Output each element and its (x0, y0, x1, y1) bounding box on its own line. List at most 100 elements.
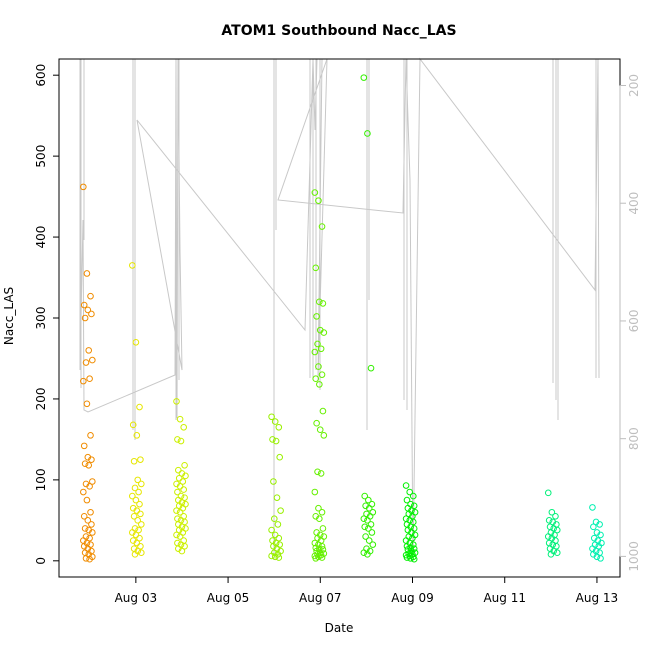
data-point (181, 542, 188, 550)
data-point (87, 432, 94, 439)
data-point (311, 488, 319, 496)
data-point (136, 500, 143, 508)
data-point (313, 313, 320, 320)
data-point (368, 500, 376, 508)
data-point (316, 426, 324, 433)
data-point (85, 462, 93, 469)
data-point (136, 403, 143, 411)
data-point (134, 517, 142, 524)
data-point (315, 197, 322, 204)
data-point (275, 534, 283, 542)
data-point (409, 534, 416, 542)
data-point (548, 508, 556, 516)
data-point (318, 371, 326, 378)
chart-title: ATOM1 Southbound Nacc_LAS (221, 23, 456, 39)
data-point (403, 496, 411, 504)
data-point (173, 507, 180, 514)
axes: 0 100 200 300 400 500 600 Aug 03 Aug 05 Aug 07 Aug… (34, 58, 641, 605)
data-point (180, 512, 187, 520)
data-point (313, 419, 320, 427)
data-point (314, 340, 321, 348)
data-point (133, 432, 141, 439)
data-point (180, 486, 187, 493)
right-tick-label: 400 (627, 192, 641, 215)
data-point (318, 223, 326, 230)
data-point (271, 531, 279, 539)
data-point (86, 375, 93, 383)
data-point (82, 359, 90, 366)
data-point (596, 521, 603, 528)
data-point (315, 504, 322, 512)
data-point (81, 525, 89, 532)
data-point (89, 478, 96, 485)
data-point (317, 470, 325, 477)
y-tick-label: 300 (34, 307, 48, 330)
data-point (180, 423, 187, 431)
data-point (86, 555, 93, 563)
data-point (134, 476, 142, 484)
data-point (407, 555, 414, 562)
plot-frame (58, 58, 621, 578)
data-point (368, 529, 376, 536)
data-point (82, 555, 90, 562)
data-point (317, 345, 325, 353)
data-point (177, 437, 185, 445)
data-point (176, 508, 184, 516)
data-point (176, 533, 184, 540)
data-point (132, 531, 140, 539)
right-tick-label: 600 (627, 309, 641, 332)
x-axis-label: Date (325, 621, 354, 635)
data-point (80, 442, 88, 450)
data-point (316, 381, 323, 388)
data-point (89, 356, 96, 364)
data-point (271, 418, 279, 425)
data-point (135, 526, 142, 534)
data-point (86, 483, 93, 490)
data-point (80, 377, 87, 385)
data-point (88, 456, 95, 463)
data-point (85, 347, 93, 354)
data-point (173, 531, 180, 539)
data-point (269, 436, 276, 443)
y-tick-label: 600 (34, 64, 48, 87)
data-point (181, 494, 188, 501)
data-point (271, 553, 279, 561)
x-tick-label: Aug 11 (483, 591, 526, 605)
data-point (367, 521, 375, 528)
data-point (138, 521, 145, 528)
data-point (410, 502, 418, 510)
y-tick-label: 500 (34, 145, 48, 168)
data-point (80, 183, 87, 191)
data-point (409, 518, 417, 526)
data-point (360, 515, 368, 523)
data-point (87, 292, 94, 300)
data-point (312, 544, 320, 552)
data-point (364, 517, 371, 524)
x-tick-label: Aug 09 (391, 591, 434, 605)
data-point (403, 542, 411, 550)
data-point (547, 551, 555, 558)
data-point (312, 375, 320, 383)
y-tick-label: 0 (34, 557, 48, 565)
data-point (174, 488, 181, 496)
data-point (312, 555, 320, 562)
data-point (173, 398, 180, 405)
y-axis-label: Nacc_LAS (2, 287, 16, 345)
data-point (270, 515, 278, 523)
data-points (80, 74, 605, 563)
data-point (319, 407, 327, 415)
data-point (80, 301, 88, 309)
data-point (362, 533, 369, 540)
data-point (364, 551, 371, 558)
data-point (131, 484, 139, 492)
data-point (402, 482, 410, 489)
data-point (365, 525, 372, 532)
data-point (318, 554, 326, 561)
altitude-trace (79, 57, 600, 563)
data-point (174, 466, 182, 474)
data-point (88, 310, 95, 318)
data-point (544, 533, 552, 540)
data-point (84, 517, 92, 524)
data-point (314, 468, 321, 476)
data-point (597, 555, 604, 562)
